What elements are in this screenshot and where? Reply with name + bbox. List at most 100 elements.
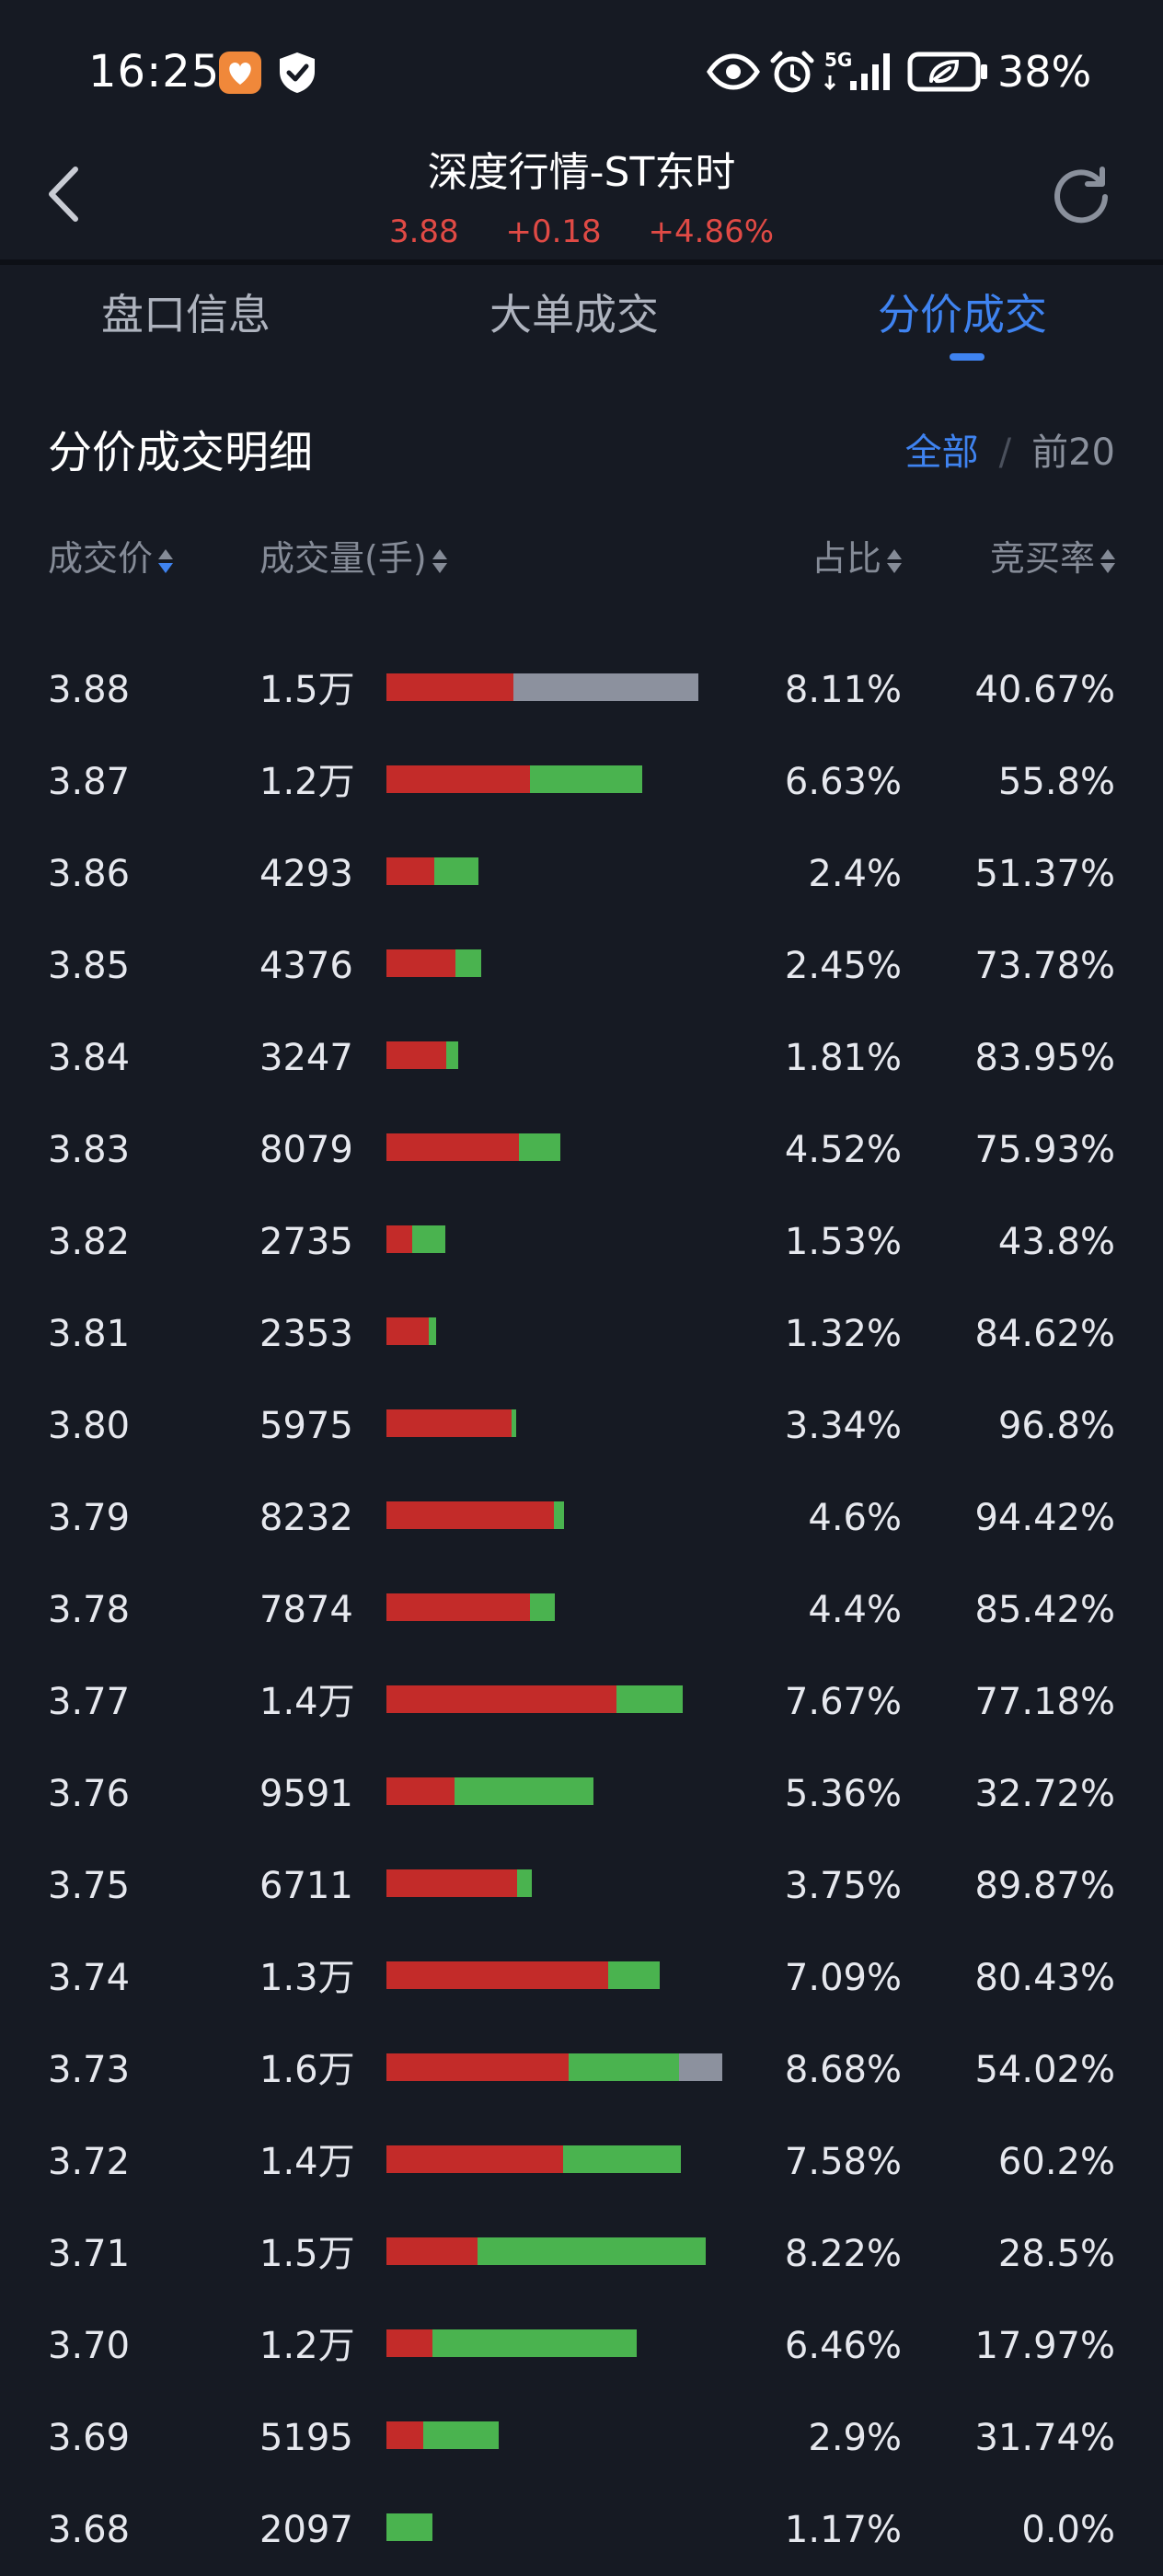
page-title: 深度行情-ST东时 — [427, 149, 736, 196]
volume-bar — [386, 1041, 458, 1069]
row-bid-rate: 54.02% — [974, 2049, 1115, 2091]
active-tab-indicator — [950, 353, 985, 361]
column-header-rate[interactable]: 竞买率 — [990, 534, 1115, 583]
row-price: 3.87 — [48, 761, 131, 803]
table-row[interactable]: 3.80 5975 3.34% 96.8% — [0, 1380, 1163, 1472]
table-row[interactable]: 3.71 1.5万 8.22% 28.5% — [0, 2208, 1163, 2300]
row-bid-rate: 73.78% — [974, 945, 1115, 987]
column-header-share[interactable]: 占比 — [812, 534, 902, 583]
row-price: 3.80 — [48, 1405, 131, 1447]
row-share: 2.45% — [784, 945, 902, 987]
volume-bar — [386, 1409, 516, 1437]
filter-all-button[interactable]: 全部 — [904, 431, 979, 474]
sell-volume-segment — [569, 2053, 679, 2081]
table-row[interactable]: 3.74 1.3万 7.09% 80.43% — [0, 1932, 1163, 2024]
row-price: 3.69 — [48, 2417, 131, 2459]
shield-icon — [276, 50, 318, 99]
volume-bar — [386, 2145, 681, 2173]
row-bid-rate: 55.8% — [997, 761, 1115, 803]
table-row[interactable]: 3.72 1.4万 7.58% 60.2% — [0, 2116, 1163, 2208]
row-price: 3.88 — [48, 669, 131, 711]
column-header-volume[interactable]: 成交量(手) — [259, 534, 447, 583]
sell-volume-segment — [530, 1593, 555, 1621]
refresh-icon — [1054, 167, 1108, 224]
sell-volume-segment — [519, 1133, 560, 1161]
buy-volume-segment — [386, 1869, 517, 1897]
row-volume: 4376 — [259, 945, 353, 987]
table-row[interactable]: 3.84 3247 1.81% 83.95% — [0, 1012, 1163, 1104]
volume-bar — [386, 1685, 683, 1713]
table-row[interactable]: 3.76 9591 5.36% 32.72% — [0, 1748, 1163, 1840]
row-bid-rate: 94.42% — [974, 1497, 1115, 1539]
status-time: 16:25 — [88, 46, 221, 98]
sell-volume-segment — [478, 2237, 706, 2265]
price-change-percent: +4.86% — [648, 213, 775, 250]
table-row[interactable]: 3.69 5195 2.9% 31.74% — [0, 2392, 1163, 2484]
volume-bar — [386, 1501, 564, 1529]
table-row[interactable]: 3.75 6711 3.75% 89.87% — [0, 1840, 1163, 1932]
tab-large-trades[interactable]: 大单成交 — [489, 290, 659, 339]
sell-volume-segment — [423, 2421, 499, 2449]
app-badge-icon — [217, 50, 263, 99]
row-volume: 5975 — [259, 1405, 353, 1447]
row-share: 7.67% — [784, 1681, 902, 1723]
row-volume: 1.4万 — [259, 1681, 355, 1723]
volume-bar — [386, 1961, 660, 1989]
table-row[interactable]: 3.70 1.2万 6.46% 17.97% — [0, 2300, 1163, 2392]
buy-volume-segment — [386, 673, 513, 701]
row-share: 1.81% — [784, 1037, 902, 1079]
row-share: 7.09% — [784, 1957, 902, 1999]
table-row[interactable]: 3.81 2353 1.32% 84.62% — [0, 1288, 1163, 1380]
table-row[interactable]: 3.86 4293 2.4% 51.37% — [0, 828, 1163, 920]
row-price: 3.77 — [48, 1681, 131, 1723]
volume-bar — [386, 2237, 706, 2265]
table-row[interactable]: 3.87 1.2万 6.63% 55.8% — [0, 736, 1163, 828]
table-row[interactable]: 3.68 2097 1.17% 0.0% — [0, 2484, 1163, 2576]
row-volume: 8232 — [259, 1497, 353, 1539]
row-share: 8.68% — [784, 2049, 902, 2091]
row-bid-rate: 51.37% — [974, 853, 1115, 895]
volume-bar — [386, 1869, 532, 1897]
row-volume: 7874 — [259, 1589, 353, 1631]
table-row[interactable]: 3.78 7874 4.4% 85.42% — [0, 1564, 1163, 1656]
sell-volume-segment — [455, 949, 481, 977]
volume-bar — [386, 2421, 499, 2449]
row-price: 3.79 — [48, 1497, 131, 1539]
tab-price-volume[interactable]: 分价成交 — [878, 290, 1047, 339]
sell-volume-segment — [434, 857, 478, 885]
price-change: +0.18 — [505, 213, 602, 250]
row-bid-rate: 40.67% — [974, 669, 1115, 711]
column-header-price[interactable]: 成交价 — [48, 534, 174, 583]
row-volume: 8079 — [259, 1129, 353, 1171]
back-button[interactable] — [42, 164, 88, 224]
row-volume: 1.5万 — [259, 669, 355, 711]
row-bid-rate: 80.43% — [974, 1957, 1115, 1999]
table-row[interactable]: 3.83 8079 4.52% 75.93% — [0, 1104, 1163, 1196]
refresh-button[interactable] — [1049, 162, 1113, 226]
sell-volume-segment — [616, 1685, 683, 1713]
filter-top20-button[interactable]: 前20 — [1031, 431, 1115, 474]
table-row[interactable]: 3.79 8232 4.6% 94.42% — [0, 1472, 1163, 1564]
volume-bar — [386, 1777, 593, 1805]
sell-volume-segment — [512, 1409, 516, 1437]
table-row[interactable]: 3.73 1.6万 8.68% 54.02% — [0, 2024, 1163, 2116]
row-share: 2.9% — [808, 2417, 902, 2459]
row-bid-rate: 89.87% — [974, 1865, 1115, 1907]
row-price: 3.83 — [48, 1129, 131, 1171]
tab-order-book[interactable]: 盘口信息 — [101, 290, 271, 339]
row-share: 7.58% — [784, 2141, 902, 2183]
row-share: 3.75% — [784, 1865, 902, 1907]
volume-bar — [386, 2329, 637, 2357]
battery-icon — [907, 52, 990, 96]
table-row[interactable]: 3.85 4376 2.45% 73.78% — [0, 920, 1163, 1012]
table-row[interactable]: 3.88 1.5万 8.11% 40.67% — [0, 644, 1163, 736]
eye-icon — [707, 53, 760, 94]
sort-icon — [887, 546, 902, 577]
battery-level: 38% — [997, 47, 1092, 97]
sell-volume-segment — [429, 1317, 436, 1345]
table-row[interactable]: 3.82 2735 1.53% 43.8% — [0, 1196, 1163, 1288]
table-row[interactable]: 3.77 1.4万 7.67% 77.18% — [0, 1656, 1163, 1748]
sort-icon — [1100, 546, 1115, 577]
row-bid-rate: 0.0% — [1021, 2509, 1115, 2551]
